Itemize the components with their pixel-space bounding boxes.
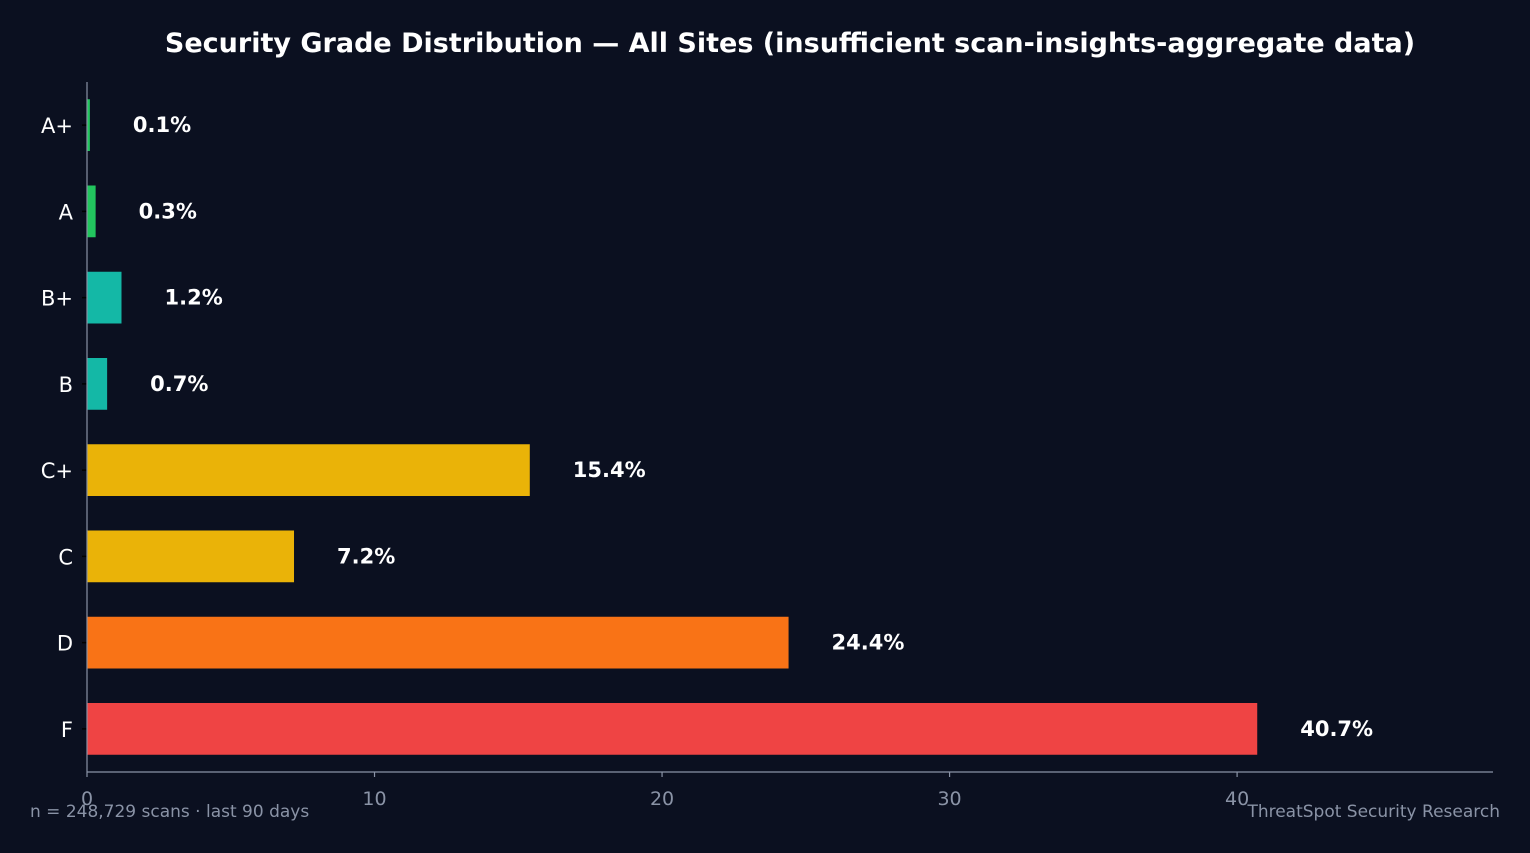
y-tick-label: C [58,545,73,569]
data-label: 40.7% [1300,717,1373,741]
y-tick-label: B+ [41,287,73,311]
x-tick-label: 0 [81,788,93,810]
bar-c [87,530,295,583]
axes-layer: A+ A B+ B C+ C D F 0 10 20 30 40 [41,82,1493,810]
x-tick-label: 10 [362,788,386,810]
bar-c-plus [87,444,530,496]
data-label: 0.1% [133,113,191,137]
bars-layer: 0.1% 0.3% 1.2% 0.7% 15.4% 7.2% 24.4% 40.7% [87,99,1373,755]
y-tick-label: A [59,200,74,224]
data-label: 15.4% [573,458,646,482]
y-tick-label: F [61,718,73,742]
bar-b-plus [87,271,122,324]
y-tick-label: C+ [41,459,73,483]
y-tick-label: B [59,373,73,397]
bar-a-plus [87,99,90,151]
y-tick-label: A+ [41,114,73,138]
source-credit: ThreatSpot Security Research [1247,802,1500,822]
bar-a [87,185,96,238]
data-label: 0.3% [139,199,197,223]
data-label: 24.4% [832,631,905,655]
x-tick-label: 20 [650,788,674,810]
data-label: 1.2% [165,286,223,310]
bar-b [87,358,108,410]
data-label: 0.7% [150,372,208,396]
chart-title: Security Grade Distribution — All Sites … [165,28,1415,59]
y-tick-label: D [57,632,73,656]
x-tick-label: 40 [1225,788,1249,810]
bar-f [87,703,1258,755]
x-tick-label: 30 [937,788,961,810]
data-label: 7.2% [337,544,395,568]
bar-d [87,616,789,669]
sample-size-note: n = 248,729 scans · last 90 days [30,802,310,822]
